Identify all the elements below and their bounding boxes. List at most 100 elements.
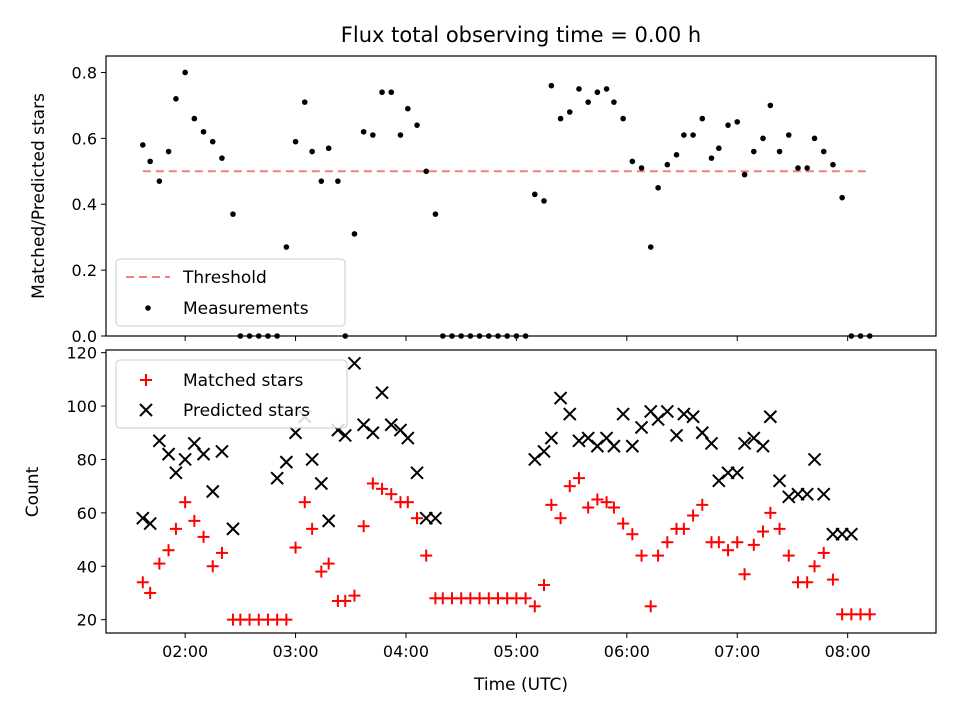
predicted-star-point: [136, 511, 150, 525]
x-stroke: [616, 407, 630, 421]
x-stroke: [393, 423, 408, 437]
predicted-star-point: [607, 439, 621, 453]
x-stroke: [178, 452, 192, 467]
matched-star-point: [773, 522, 786, 535]
x-stroke: [607, 439, 621, 453]
measurement-point: [541, 198, 547, 204]
matched-star-point: [280, 613, 293, 626]
x-tick-label: 04:00: [383, 642, 429, 661]
x-stroke: [375, 386, 389, 400]
measurement-point: [804, 165, 810, 171]
measurement-point: [811, 135, 818, 142]
measurement-point: [292, 138, 299, 145]
predicted-star-point: [563, 407, 577, 421]
x-stroke: [844, 527, 859, 541]
matched-star-point: [661, 536, 674, 549]
matched-star-point: [197, 530, 210, 543]
measurement-point: [620, 115, 626, 122]
x-stroke: [625, 439, 640, 453]
x-stroke: [139, 403, 153, 417]
matched-star-point: [315, 565, 328, 578]
matched-star-point: [826, 573, 839, 586]
matched-star-point: [644, 600, 657, 613]
measurement-point: [405, 105, 411, 112]
count-panel-marks: [136, 356, 876, 626]
predicted-star-point: [161, 447, 176, 461]
measurement-point: [690, 132, 696, 138]
predicted-star-point: [152, 434, 167, 448]
matched-star-point: [677, 522, 690, 535]
x-stroke: [730, 466, 744, 480]
x-stroke: [279, 455, 294, 469]
measurement-point: [839, 194, 845, 201]
predicted-star-point: [553, 391, 568, 405]
measurement-point: [140, 142, 146, 148]
measurement-point: [716, 145, 722, 152]
matched-star-point: [863, 608, 876, 621]
measurement-point: [681, 132, 687, 138]
matched-star-point: [306, 522, 319, 535]
matched-star-point: [757, 525, 770, 538]
matched-star-point: [808, 560, 821, 573]
count-panel-legend: Matched stars Predicted stars: [115, 359, 348, 429]
measurement-point: [379, 89, 385, 96]
measurement-point: [708, 155, 715, 161]
predicted-star-point: [314, 476, 329, 491]
x-stroke: [136, 511, 150, 525]
measurement-point: [360, 128, 367, 135]
ratio-panel-marks: [140, 69, 873, 339]
matched-star-point: [179, 496, 192, 509]
matched-star-point: [357, 520, 370, 533]
measurement-point: [351, 231, 358, 237]
y-tick-label: 0.8: [72, 63, 97, 82]
matched-star-point: [582, 501, 595, 514]
x-tick-label: 02:00: [162, 642, 208, 661]
count-panel: 20 40 60 80 100 120 02:00 03:00 04:00 05:00 06:00…: [23, 344, 937, 695]
predicted-star-point: [187, 436, 202, 451]
x-tick-label: 05:00: [493, 642, 539, 661]
matched-star-point: [136, 576, 149, 589]
measurement-point: [647, 244, 654, 250]
y-tick-label: 0.2: [72, 261, 97, 280]
x-stroke: [143, 516, 157, 531]
measurement-point: [795, 165, 801, 171]
x-stroke: [401, 431, 415, 445]
matched-star-point: [366, 477, 379, 490]
predicted-star-point: [625, 439, 640, 453]
predicted-star-point: [616, 407, 630, 421]
x-stroke: [366, 426, 380, 440]
matched-star-point: [617, 517, 630, 530]
predicted-star-point: [401, 431, 415, 445]
predicted-star-point: [756, 439, 770, 453]
measurement-point: [611, 99, 617, 105]
y-tick-label: 80: [77, 450, 97, 469]
matched-star-point: [696, 498, 709, 511]
measurement-point: [664, 161, 671, 168]
matched-star-point: [635, 549, 648, 562]
x-stroke: [537, 444, 551, 459]
predicted-star-point: [196, 447, 211, 461]
measurement-point: [585, 99, 591, 105]
measurement-point: [301, 99, 308, 105]
matched-star-point: [600, 496, 613, 509]
x-stroke: [187, 436, 202, 451]
measurement-point: [219, 155, 225, 161]
x-stroke: [763, 410, 778, 424]
x-stroke: [677, 407, 691, 421]
x-stroke: [152, 434, 167, 448]
matched-star-point: [731, 536, 744, 549]
x-stroke: [553, 391, 568, 405]
chart-title: Flux total observing time = 0.00 h: [341, 23, 701, 47]
predicted-star-point: [428, 511, 443, 525]
x-stroke: [196, 447, 211, 461]
ratio-panel-x-ticks: [184, 336, 849, 341]
measurement-point: [309, 148, 315, 155]
y-tick-label: 60: [77, 504, 97, 523]
matched-star-point: [538, 578, 551, 591]
x-stroke: [634, 420, 649, 435]
predicted-star-point: [226, 522, 240, 536]
measurement-point: [397, 132, 404, 138]
x-stroke: [669, 428, 684, 443]
predicted-star-point: [686, 410, 700, 424]
ratio-panel-legend: Threshold Measurements: [115, 258, 346, 327]
